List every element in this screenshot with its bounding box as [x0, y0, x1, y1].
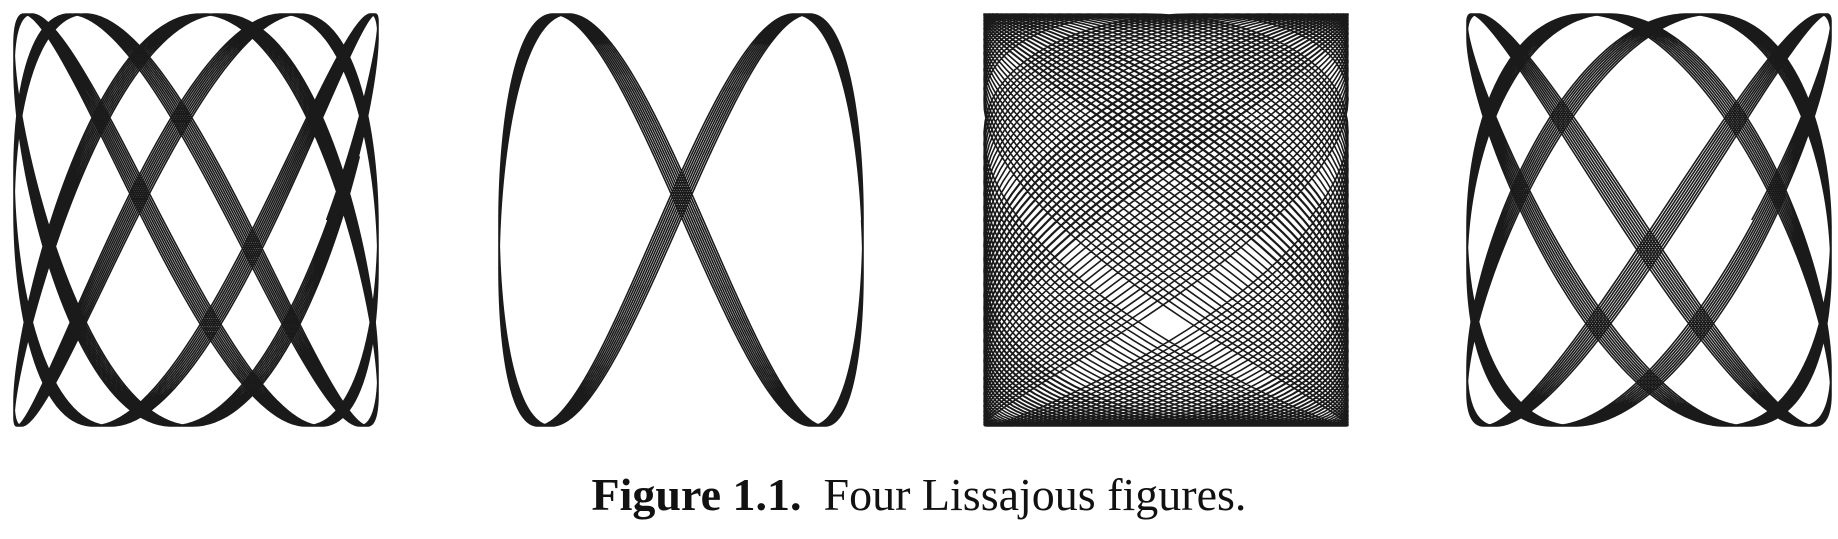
lissajous-1-curve	[13, 13, 379, 427]
lissajous-4-curve	[1466, 13, 1832, 427]
lissajous-figure-row	[0, 10, 1838, 430]
lissajous-2-curve	[498, 13, 864, 427]
lissajous-panel-4	[1463, 10, 1835, 430]
lissajous-panel-1	[10, 10, 382, 430]
figure-caption: Figure 1.1. Four Lissajous figures.	[0, 468, 1838, 522]
lissajous-3-curve	[983, 13, 1349, 427]
lissajous-plot-3	[983, 13, 1349, 427]
figure-caption-text: Four Lissajous figures.	[823, 469, 1247, 520]
lissajous-panel-3	[980, 10, 1352, 430]
lissajous-plot-2	[498, 13, 864, 427]
figure-label: Figure 1.1.	[591, 469, 802, 520]
lissajous-plot-1	[13, 13, 379, 427]
lissajous-plot-4	[1466, 13, 1832, 427]
lissajous-panel-2	[495, 10, 867, 430]
